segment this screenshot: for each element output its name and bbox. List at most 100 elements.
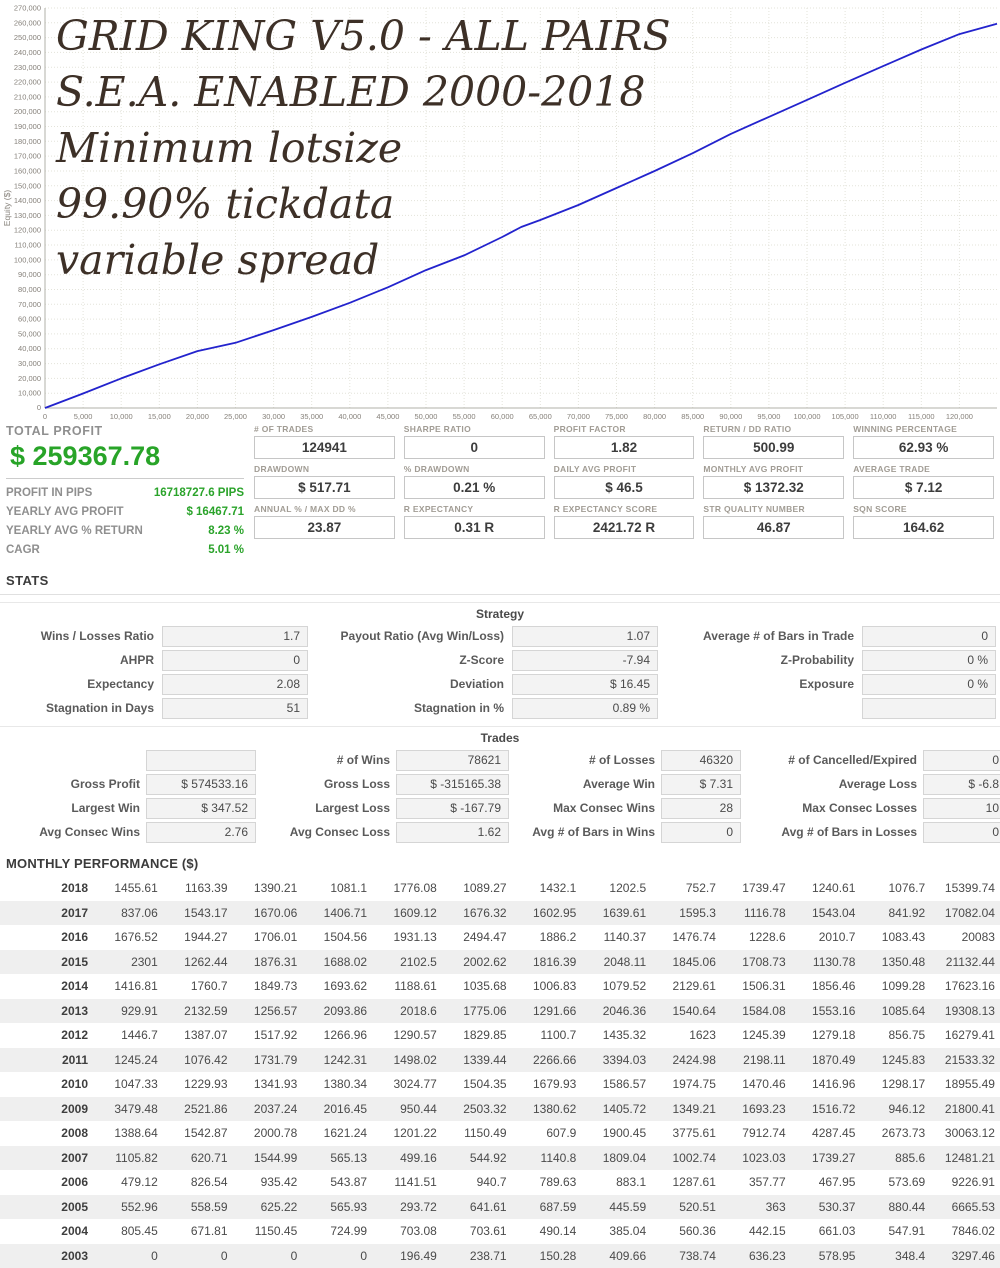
month-value: 560.36	[646, 1219, 716, 1244]
month-value: 625.22	[228, 1195, 298, 1220]
metric-value-box: 0.31 R	[404, 516, 545, 539]
metric-cell: DRAWDOWN$ 517.71	[254, 464, 395, 499]
month-value: 1731.79	[228, 1048, 298, 1073]
month-value: 880.44	[855, 1195, 925, 1220]
month-value: 1676.52	[88, 925, 158, 950]
total-profit-value: $ 259367.78	[6, 438, 244, 479]
month-value: 2010.7	[786, 925, 856, 950]
month-value: 1245.24	[88, 1048, 158, 1073]
stat-label: Stagnation in Days	[6, 698, 154, 719]
monthly-performance-heading: MONTHLY PERFORMANCE ($)	[0, 846, 1000, 876]
month-value: 1256.57	[228, 999, 298, 1024]
svg-text:150,000: 150,000	[14, 181, 41, 190]
month-value: 1609.12	[367, 901, 437, 926]
metric-cell: MONTHLY AVG PROFIT$ 1372.32	[703, 464, 844, 499]
stat-value-box: 78621	[396, 750, 509, 771]
svg-text:30,000: 30,000	[262, 412, 285, 420]
chart-title-line: Minimum lotsize	[56, 120, 671, 176]
month-value: 1083.43	[855, 925, 925, 950]
stat-value-box: $ 574533.16	[146, 774, 256, 795]
svg-text:190,000: 190,000	[14, 122, 41, 131]
month-value: 1291.66	[507, 999, 577, 1024]
svg-text:55,000: 55,000	[453, 412, 476, 420]
year-cell: 2018	[0, 876, 88, 901]
month-value: 1498.02	[367, 1048, 437, 1073]
stat-label: Stagnation in %	[316, 698, 504, 719]
month-value: 1476.74	[646, 925, 716, 950]
year-cell: 2007	[0, 1146, 88, 1171]
month-value: 0	[88, 1244, 158, 1268]
metric-cell: DAILY AVG PROFIT$ 46.5	[554, 464, 695, 499]
month-value: 1339.44	[437, 1048, 507, 1073]
svg-text:65,000: 65,000	[529, 412, 552, 420]
month-value: 1140.8	[507, 1146, 577, 1171]
month-value: 1446.7	[88, 1023, 158, 1048]
month-value: 1416.81	[88, 974, 158, 999]
year-total: 16279.41	[925, 1023, 1000, 1048]
month-value: 543.87	[297, 1170, 367, 1195]
stat-label: Z-Score	[316, 650, 504, 671]
month-value: 1298.17	[855, 1072, 925, 1097]
summary-row: YEARLY AVG PROFIT$ 16467.71	[6, 503, 244, 522]
month-value: 2301	[88, 950, 158, 975]
svg-text:50,000: 50,000	[415, 412, 438, 420]
month-value: 752.7	[646, 876, 716, 901]
month-value: 490.14	[507, 1219, 577, 1244]
month-value: 1035.68	[437, 974, 507, 999]
svg-text:120,000: 120,000	[14, 226, 41, 235]
stat-label: Payout Ratio (Avg Win/Loss)	[316, 626, 504, 647]
month-value: 2503.32	[437, 1097, 507, 1122]
svg-text:115,000: 115,000	[908, 412, 935, 420]
year-cell: 2008	[0, 1121, 88, 1146]
month-value: 2016.45	[297, 1097, 367, 1122]
month-value: 1623	[646, 1023, 716, 1048]
strategy-table-title: Strategy	[0, 602, 1000, 626]
month-value: 1228.6	[716, 925, 786, 950]
year-cell: 2011	[0, 1048, 88, 1073]
svg-text:40,000: 40,000	[18, 344, 41, 353]
metric-value-box: 500.99	[703, 436, 844, 459]
month-value: 1829.85	[437, 1023, 507, 1048]
stat-value-box: 0.89 %	[512, 698, 658, 719]
month-value: 1870.49	[786, 1048, 856, 1073]
month-value: 724.99	[297, 1219, 367, 1244]
month-value: 1150.49	[437, 1121, 507, 1146]
month-value: 1245.39	[716, 1023, 786, 1048]
month-value: 2132.59	[158, 999, 228, 1024]
svg-text:210,000: 210,000	[14, 92, 41, 101]
month-value: 1809.04	[576, 1146, 646, 1171]
svg-text:75,000: 75,000	[605, 412, 628, 420]
svg-text:45,000: 45,000	[376, 412, 399, 420]
stat-label: Largest Win	[6, 798, 140, 819]
month-value: 1739.27	[786, 1146, 856, 1171]
month-value: 1079.52	[576, 974, 646, 999]
month-value: 573.69	[855, 1170, 925, 1195]
stat-value-box: 0	[862, 626, 996, 647]
month-value: 1708.73	[716, 950, 786, 975]
month-value: 2266.66	[507, 1048, 577, 1073]
month-value: 1416.96	[786, 1072, 856, 1097]
year-cell: 2017	[0, 901, 88, 926]
svg-text:160,000: 160,000	[14, 167, 41, 176]
month-value: 1506.31	[716, 974, 786, 999]
year-total: 17082.04	[925, 901, 1000, 926]
month-value: 385.04	[576, 1219, 646, 1244]
stat-label: # of Cancelled/Expired	[747, 750, 917, 771]
stat-value-box: 0 %	[862, 650, 996, 671]
svg-text:0: 0	[43, 412, 47, 420]
metric-label: # OF TRADES	[254, 424, 395, 434]
metric-label: SHARPE RATIO	[404, 424, 545, 434]
svg-text:70,000: 70,000	[567, 412, 590, 420]
month-value: 1856.46	[786, 974, 856, 999]
